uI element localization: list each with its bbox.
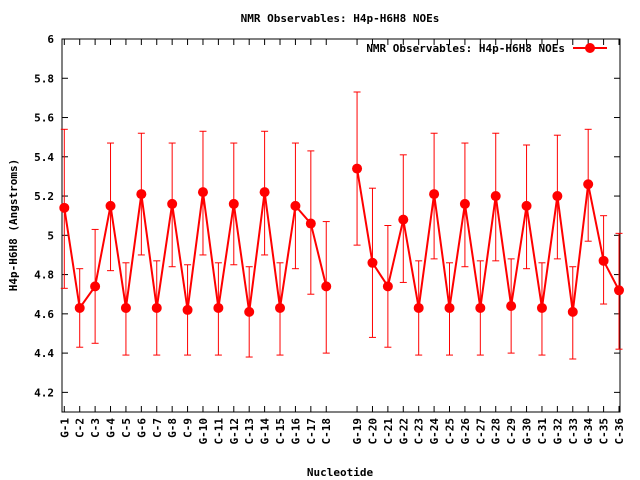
x-tick-label: G-22 xyxy=(397,418,410,445)
data-point xyxy=(583,179,594,190)
data-point xyxy=(475,302,486,313)
x-tick-label: C-21 xyxy=(382,418,395,445)
data-point xyxy=(413,302,424,313)
x-tick-label: C-7 xyxy=(151,418,164,438)
legend: NMR Observables: H4p-H6H8 NOEs xyxy=(366,42,607,55)
data-point xyxy=(444,302,455,313)
data-point xyxy=(521,200,532,211)
x-tick-label: G-8 xyxy=(166,418,179,438)
x-tick-label: G-10 xyxy=(197,418,210,445)
x-tick-label: C-36 xyxy=(613,418,626,445)
x-tick-label: G-28 xyxy=(490,418,503,445)
data-point xyxy=(259,187,270,198)
y-tick-label: 5.6 xyxy=(34,112,54,125)
y-tick-label: 5 xyxy=(47,229,54,242)
x-tick-label: C-11 xyxy=(212,418,225,445)
data-point xyxy=(74,302,85,313)
x-tick-label: G-4 xyxy=(105,418,118,438)
data-point xyxy=(59,202,70,213)
legend-label: NMR Observables: H4p-H6H8 NOEs xyxy=(366,42,565,55)
data-point xyxy=(552,191,563,202)
data-point xyxy=(290,200,301,211)
y-tick-label: 6 xyxy=(47,33,54,46)
data-point xyxy=(352,163,363,174)
series-layer xyxy=(59,91,624,360)
y-axis-ticks: 4.2 4.4 4.6 4.8 5 5.2 5.4 5.6 5.8 6 xyxy=(34,33,620,399)
x-tick-label: C-27 xyxy=(474,418,487,445)
x-tick-label: C-33 xyxy=(567,418,580,445)
y-tick-label: 4.2 xyxy=(34,386,54,399)
x-tick-label: C-18 xyxy=(320,418,333,445)
data-point xyxy=(459,198,470,209)
x-tick-label: C-29 xyxy=(505,418,518,445)
data-point xyxy=(367,257,378,268)
x-tick-label: C-25 xyxy=(444,418,457,445)
data-point xyxy=(321,281,332,292)
x-tick-label: G-14 xyxy=(259,418,272,445)
x-tick-label: G-1 xyxy=(58,418,71,438)
y-tick-label: 5.2 xyxy=(34,190,54,203)
data-point xyxy=(228,198,239,209)
data-point xyxy=(182,304,193,315)
x-tick-label: C-13 xyxy=(243,418,256,445)
x-tick-label: C-17 xyxy=(305,418,318,445)
data-point xyxy=(120,302,131,313)
data-point xyxy=(382,281,393,292)
data-point xyxy=(490,191,501,202)
data-point xyxy=(90,281,101,292)
y-axis-label: H4p-H6H8 (Angstroms) xyxy=(7,159,20,291)
data-point xyxy=(136,189,147,200)
data-point xyxy=(275,302,286,313)
y-tick-label: 5.8 xyxy=(34,72,54,85)
x-axis-label: Nucleotide xyxy=(307,466,374,479)
x-tick-label: C-3 xyxy=(89,418,102,438)
chart-title: NMR Observables: H4p-H6H8 NOEs xyxy=(241,12,440,25)
x-axis-ticks: G-1 C-2 C-3 G-4 C-5 G-6 C-7 G-8 C-9 G-10 C-11 G-12 C… xyxy=(58,39,626,445)
data-point xyxy=(429,189,440,200)
data-point xyxy=(614,285,624,296)
x-tick-label: C-9 xyxy=(182,418,195,438)
y-tick-label: 4.6 xyxy=(34,308,54,321)
x-tick-label: G-16 xyxy=(289,418,302,445)
data-point xyxy=(506,300,517,311)
x-tick-label: C-20 xyxy=(366,418,379,445)
y-tick-label: 4.4 xyxy=(34,347,54,360)
x-tick-label: C-5 xyxy=(120,418,133,438)
x-tick-label: C-31 xyxy=(536,418,549,445)
x-tick-label: G-6 xyxy=(135,418,148,438)
x-tick-label: G-26 xyxy=(459,418,472,445)
data-point xyxy=(598,255,609,266)
legend-marker xyxy=(585,43,595,53)
x-tick-label: G-24 xyxy=(428,418,441,445)
x-tick-label: C-35 xyxy=(598,418,611,445)
data-point xyxy=(305,218,316,229)
data-point xyxy=(151,302,162,313)
data-point xyxy=(197,187,208,198)
data-point xyxy=(213,302,224,313)
data-point xyxy=(567,306,578,317)
x-tick-label: G-12 xyxy=(228,418,241,445)
plot-frame xyxy=(61,38,621,413)
y-tick-label: 5.4 xyxy=(34,151,54,164)
x-tick-label: G-34 xyxy=(582,418,595,445)
series-line xyxy=(356,168,620,313)
data-point xyxy=(244,306,255,317)
x-tick-label: C-2 xyxy=(74,418,87,438)
x-tick-label: G-32 xyxy=(551,418,564,445)
data-point xyxy=(398,214,409,225)
data-point xyxy=(536,302,547,313)
data-point xyxy=(167,198,178,209)
y-tick-label: 4.8 xyxy=(34,269,54,282)
x-tick-label: C-23 xyxy=(413,418,426,445)
data-point xyxy=(105,200,116,211)
x-tick-label: C-15 xyxy=(274,418,287,445)
series-line xyxy=(63,191,328,313)
x-tick-label: G-30 xyxy=(521,418,534,445)
x-tick-label: G-19 xyxy=(351,418,364,445)
